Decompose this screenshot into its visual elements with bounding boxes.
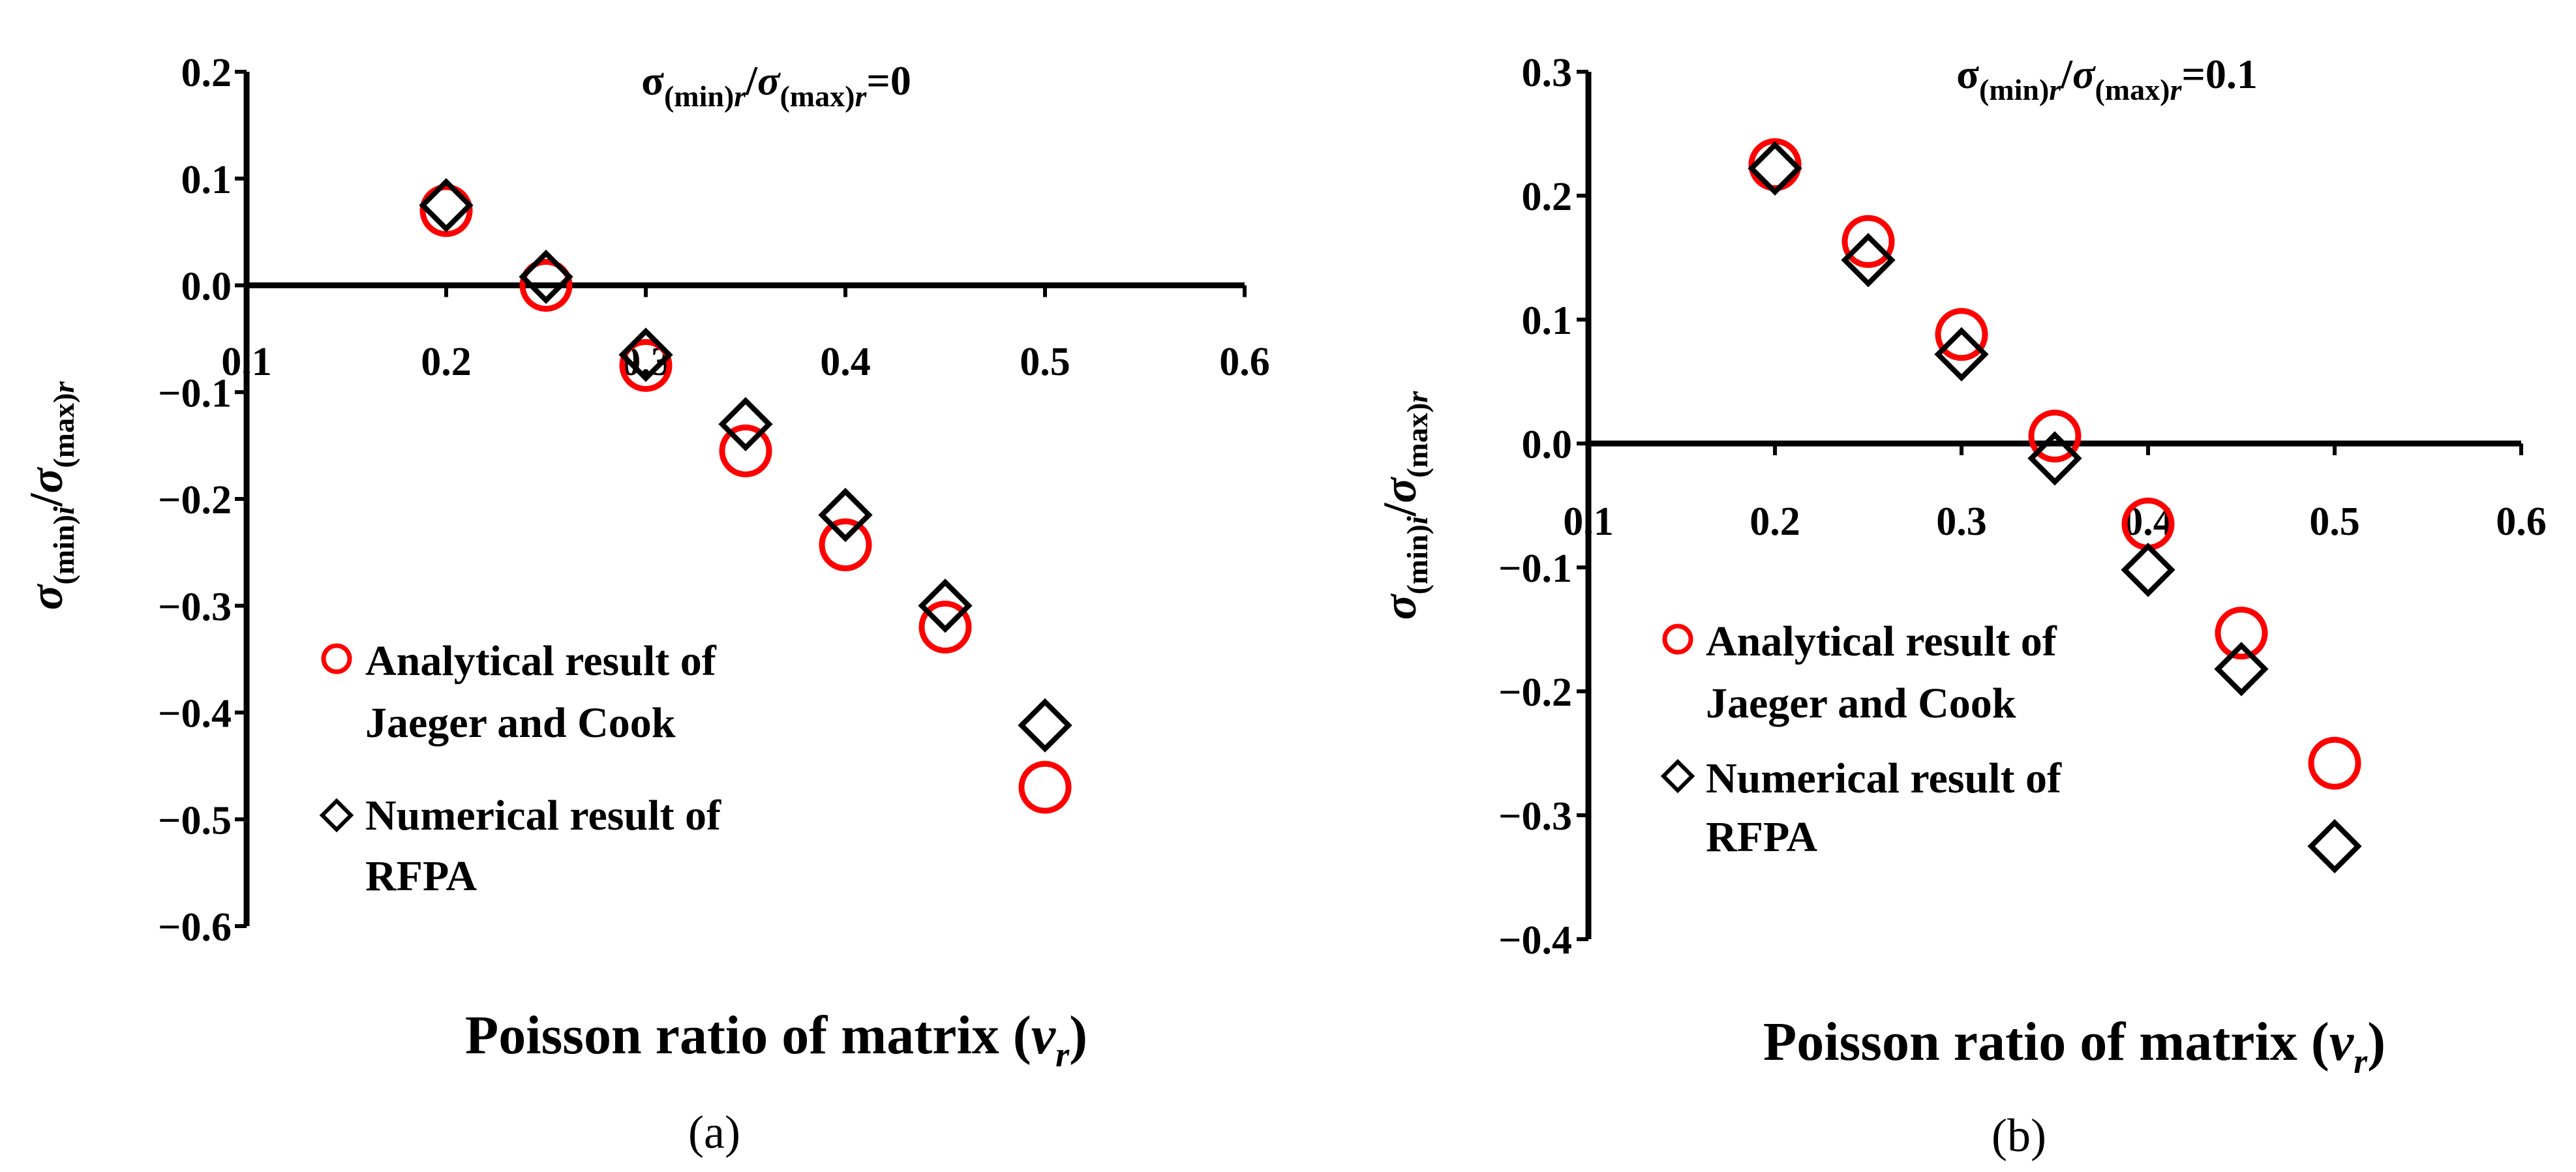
x-axis-label: Poisson ratio of matrix (vr): [1763, 1012, 2386, 1081]
numerical-point: [419, 178, 474, 233]
numerical-point: [2307, 819, 2362, 874]
y-tick-label: 0.1: [181, 158, 232, 202]
numerical-point: [1748, 141, 1802, 196]
y-tick-label: −0.1: [1498, 547, 1572, 591]
y-tick-label: −0.3: [158, 585, 232, 629]
y-tick-label: −0.4: [158, 692, 232, 736]
legend-entry-text: RFPA: [365, 852, 477, 900]
y-tick-label: −0.2: [1498, 670, 1572, 715]
x-tick-label: 0.4: [820, 340, 871, 384]
analytical-point: [1841, 215, 1895, 268]
numerical-point: [718, 397, 773, 452]
legend-entry-text: Numerical result of: [1706, 755, 2062, 802]
analytical-point: [819, 518, 872, 571]
x-tick-label: 0.2: [1750, 500, 1800, 544]
legend-entry-text: Analytical result of: [365, 637, 717, 685]
analytical-point: [918, 601, 972, 654]
y-tick-label: −0.5: [158, 798, 232, 843]
analytical-point: [519, 259, 573, 312]
panel-label: (a): [688, 1106, 740, 1158]
legend-entry-text: Jaeger and Cook: [365, 699, 676, 747]
legend-entry-text: RFPA: [1706, 813, 1817, 861]
numerical-point: [918, 578, 973, 633]
y-tick-label: 0.3: [1522, 51, 1573, 95]
x-tick-label: 0.1: [1563, 500, 1614, 544]
y-tick-label: −0.2: [158, 478, 232, 522]
numerical-point: [618, 327, 673, 382]
x-tick-label: 0.1: [221, 340, 272, 384]
y-axis-label: σ(min)i/σ(max)r: [1374, 391, 1434, 620]
analytical-point: [419, 184, 473, 237]
analytical-point: [1748, 138, 1802, 191]
legend-entry-text: Analytical result of: [1706, 618, 2057, 665]
x-axis-label: Poisson ratio of matrix (vr): [465, 1005, 1087, 1074]
analytical-point: [2215, 607, 2268, 660]
legend-diamond-icon: [319, 798, 354, 833]
y-tick-label: −0.1: [158, 371, 232, 415]
chart-title: σ(min)r/σ(max)r=0: [641, 57, 911, 113]
analytical-point: [1935, 308, 1988, 361]
x-tick-label: 0.6: [1219, 340, 1270, 384]
numerical-point: [2121, 543, 2175, 597]
chart-a: 0.2 0.1 0.0 −0.1 −0.2 −0.3 −0.4 −0.5 −0.6 0.1 0.2 0…: [20, 51, 1270, 1158]
y-tick-label: −0.3: [1498, 794, 1572, 839]
numerical-point: [2214, 642, 2269, 697]
y-tick-label: 0.1: [1522, 299, 1573, 343]
numerical-point: [1018, 698, 1072, 753]
legend-diamond-icon: [1660, 759, 1695, 794]
y-tick-label: 0.2: [181, 51, 232, 95]
chart-title: σ(min)r/σ(max)r=0.1: [1956, 51, 2258, 106]
legend-circle-icon: [1662, 624, 1693, 655]
numerical-point: [818, 487, 873, 543]
numerical-point: [519, 249, 573, 305]
x-tick-label: 0.3: [1936, 500, 1987, 544]
analytical-point: [719, 424, 772, 477]
y-tick-label: 0.0: [1522, 423, 1573, 467]
numerical-point: [1934, 327, 1989, 382]
analytical-point: [1018, 760, 1072, 814]
analytical-point: [619, 338, 673, 392]
legend-circle-icon: [321, 643, 352, 674]
y-axis-label: σ(min)i/σ(max)r: [20, 381, 80, 610]
x-tick-label: 0.2: [421, 340, 472, 384]
x-tick-label: 0.5: [2309, 500, 2360, 544]
y-tick-label: 0.2: [1522, 175, 1573, 219]
y-tick-label: −0.4: [1498, 918, 1572, 963]
x-tick-label: 0.6: [2496, 500, 2547, 544]
analytical-point: [2308, 736, 2361, 790]
legend-entry-text: Jaeger and Cook: [1706, 680, 2016, 727]
legend-entry-text: Numerical result of: [365, 792, 721, 839]
y-tick-label: −0.6: [158, 905, 232, 950]
chart-b: 0.30.20.10.0−0.1−0.2−0.3−0.40.1 0.2 0.3 0.4…: [1374, 51, 2547, 1162]
analytical-point: [2028, 410, 2082, 463]
x-tick-label: 0.5: [1020, 340, 1070, 384]
panel-label: (b): [1992, 1109, 2046, 1162]
y-tick-label: 0.0: [181, 265, 232, 309]
numerical-point: [1841, 233, 1896, 288]
numerical-point: [2027, 431, 2082, 486]
